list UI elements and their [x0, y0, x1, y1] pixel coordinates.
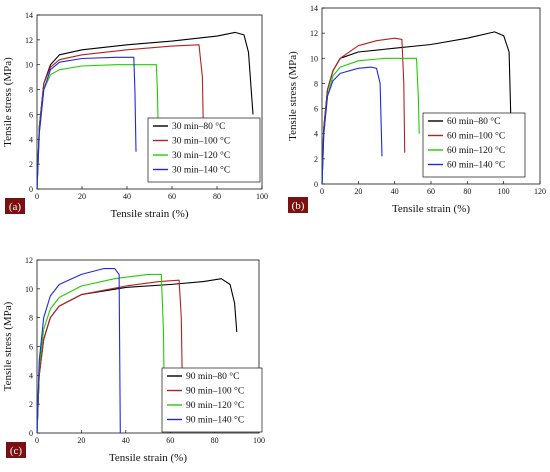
y-tick-label: 2: [29, 400, 33, 409]
y-tick-label: 6: [29, 343, 33, 352]
series-line-2: [36, 273, 166, 434]
y-axis-title: Tensile stress (MPa): [287, 51, 299, 141]
x-tick-label: 20: [354, 187, 362, 196]
panel-label: (a): [9, 201, 22, 213]
y-axis-title: Tensile stress (MPa): [2, 57, 14, 147]
y-tick-label: 12: [25, 256, 33, 265]
series-line-1: [36, 279, 183, 434]
y-tick-label: 0: [29, 429, 33, 438]
y-tick-label: 4: [314, 130, 318, 139]
y-tick-label: 2: [29, 160, 33, 169]
x-tick-label: 0: [35, 436, 39, 445]
x-axis-title: Tensile strain (%): [110, 208, 188, 220]
y-tick-label: 8: [29, 314, 33, 323]
legend-entry-0: 90 min–80 °C: [186, 371, 239, 382]
x-axis-title: Tensile strain (%): [109, 452, 187, 464]
x-axis-title: Tensile strain (%): [392, 203, 470, 215]
plot-frame: [36, 14, 263, 190]
series-line-1: [36, 44, 205, 190]
series-line-3: [321, 66, 383, 185]
panel-a: 0 20 40 60 80 100 0 2 4 6 8 10 12 14 Tensile strain (%…: [0, 0, 280, 230]
y-tick-label: 2: [314, 155, 318, 164]
panel-label: (c): [10, 445, 23, 457]
legend-entry-1: 30 min–100 °C: [172, 136, 230, 147]
x-tick-label: 20: [78, 192, 86, 201]
panel-label-bg: [288, 197, 308, 213]
chart-c: 0 20 40 60 80 100 0 2 4 6 8 10 12 Tensile strain (%) T…: [2, 256, 265, 464]
y-tick-label: 14: [310, 4, 318, 13]
legend-entry-3: 60 min–140 °C: [447, 160, 505, 171]
x-tick-label: 40: [122, 436, 130, 445]
legend-entry-3: 90 min–140 °C: [186, 415, 244, 426]
y-tick-label: 4: [29, 371, 33, 380]
x-tick-label: 40: [391, 187, 399, 196]
series-line-1: [321, 37, 406, 185]
x-tick-label: 60: [427, 187, 435, 196]
legend-entry-1: 60 min–100 °C: [447, 131, 505, 142]
y-axis-title: Tensile stress (MPa): [2, 301, 14, 391]
y-tick-label: 10: [310, 54, 318, 63]
panel-label-bg: [5, 198, 25, 214]
x-tick-label: 60: [166, 436, 174, 445]
y-tick-label: 10: [25, 61, 33, 70]
chart-b: 0 20 40 60 80 100 120 0 2 4 6 8 10 12 14 Tensile strain…: [287, 4, 546, 215]
y-tick-label: 14: [25, 11, 33, 20]
y-tick-label: 4: [29, 135, 33, 144]
x-tick-label: 0: [320, 187, 324, 196]
x-tick-label: 60: [168, 192, 176, 201]
legend-entry-0: 30 min–80 °C: [172, 121, 225, 132]
x-tick-label: 100: [256, 192, 268, 201]
panel-c: 0 20 40 60 80 100 0 2 4 6 8 10 12 Tensile strain (%) T…: [0, 250, 280, 472]
y-tick-label: 12: [310, 29, 318, 38]
series-line-2: [36, 64, 160, 190]
y-tick-label: 0: [314, 180, 318, 189]
x-tick-label: 100: [498, 187, 510, 196]
x-tick-label: 80: [463, 187, 471, 196]
x-tick-label: 40: [123, 192, 131, 201]
y-tick-label: 12: [25, 36, 33, 45]
y-tick-label: 8: [314, 79, 318, 88]
y-tick-label: 6: [29, 110, 33, 119]
y-tick-label: 6: [314, 105, 318, 114]
panel-label-bg: [6, 442, 26, 458]
legend-entry-2: 60 min–120 °C: [447, 145, 505, 156]
legend-entry-0: 60 min–80 °C: [447, 116, 500, 127]
y-tick-label: 10: [25, 285, 33, 294]
y-tick-label: 0: [29, 185, 33, 194]
x-tick-label: 120: [534, 187, 546, 196]
chart-a: 0 20 40 60 80 100 0 2 4 6 8 10 12 14 Tensile strain (%…: [2, 11, 268, 220]
x-tick-label: 80: [213, 192, 221, 201]
y-tick-label: 8: [29, 86, 33, 95]
panel-b: 0 20 40 60 80 100 120 0 2 4 6 8 10 12 14 Tensile strain…: [280, 0, 550, 225]
series-line-3: [36, 268, 121, 434]
panel-label: (b): [292, 200, 305, 212]
legend-box: [422, 112, 526, 178]
x-tick-label: 100: [253, 436, 265, 445]
legend-entry-2: 30 min–120 °C: [172, 150, 230, 161]
x-tick-label: 80: [211, 436, 219, 445]
series-line-3: [36, 56, 137, 190]
legend-entry-2: 90 min–120 °C: [186, 400, 244, 411]
legend-entry-1: 90 min–100 °C: [186, 386, 244, 397]
legend-entry-3: 30 min–140 °C: [172, 165, 230, 176]
legend-box: [161, 367, 263, 433]
legend-box: [147, 117, 261, 183]
x-tick-label: 20: [77, 436, 85, 445]
x-tick-label: 0: [35, 192, 39, 201]
